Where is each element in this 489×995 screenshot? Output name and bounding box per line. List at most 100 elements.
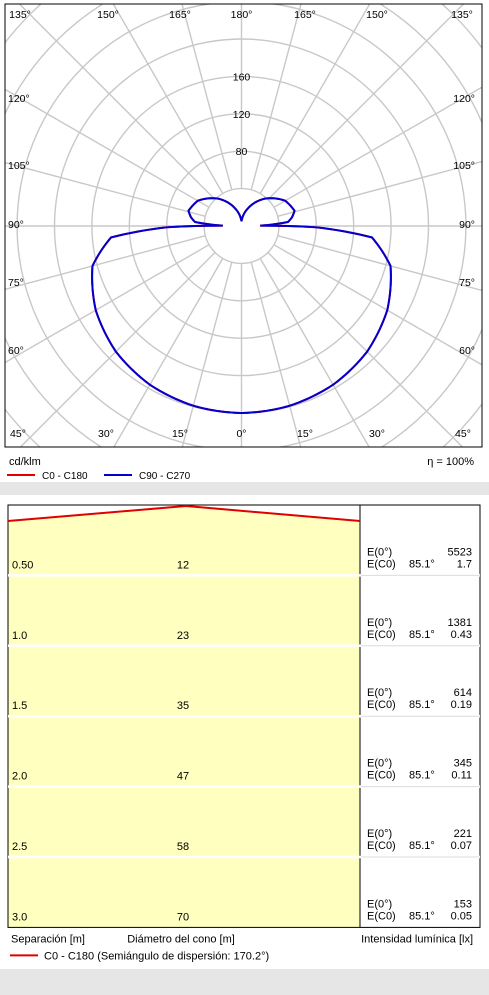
cone-band: [8, 575, 360, 646]
grid-radial-line: [18, 4, 216, 201]
row-e0-label: E(0°): [367, 898, 392, 910]
polar-diagram: 80 120 160 135° 150° 165° 180° 165° 150° 135° 120°…: [4, 3, 483, 482]
cone-band: [8, 786, 360, 857]
angle-label-left: 90°: [8, 219, 24, 231]
angle-label-left: 120°: [8, 93, 30, 105]
cone-boundary-line: [7, 504, 361, 522]
angle-label-bottom: 0°: [236, 428, 246, 440]
row-ec0-value: 0.43: [451, 629, 472, 641]
row-ec0-label: E(C0): [367, 699, 396, 711]
angle-label-right: 120°: [453, 93, 475, 105]
series-c90-c270-curve: [91, 197, 392, 415]
row-e0-label: E(0°): [367, 687, 392, 699]
grid-radial-line: [113, 258, 224, 447]
grid-radial-line: [250, 4, 302, 191]
row-distance: 3.0: [12, 911, 27, 923]
cone-band: [8, 645, 360, 717]
row-angle: 85.1°: [409, 840, 435, 852]
angle-label-top: 135°: [451, 9, 473, 21]
angle-label-bottom: 15°: [172, 428, 188, 440]
row-ec0-value: 0.11: [451, 770, 472, 782]
efficiency-label: η = 100%: [427, 456, 474, 468]
row-distance: 2.0: [12, 771, 27, 783]
angle-label-left: 105°: [8, 160, 30, 172]
polar-frame: [4, 3, 483, 448]
grid-radial-line: [5, 244, 210, 364]
radial-tick-label: 120: [233, 109, 251, 121]
angle-label-bottom: 30°: [369, 428, 385, 440]
row-ec0-value: 0.19: [451, 699, 472, 711]
row-e0-label: E(0°): [367, 617, 392, 629]
row-e0-value: 345: [454, 758, 472, 770]
angle-label-right: 75°: [459, 277, 475, 289]
row-diameter: 35: [177, 700, 189, 712]
angle-label-right: 60°: [459, 345, 475, 357]
row-ec0-label: E(C0): [367, 770, 396, 782]
angle-label-top: 165°: [169, 9, 191, 21]
row-e0-label: E(0°): [367, 828, 392, 840]
grid-radial-line: [273, 244, 482, 366]
col-header-intensity: Intensidad lumínica [lx]: [361, 933, 473, 945]
bottom-band: [0, 969, 489, 995]
grid-radial-line: [181, 261, 233, 447]
cone-diagram-panel: 0.50 12 E(0°) 5523 E(C0) 85.1° 1.7 1.0 23 E(0°) 13…: [0, 495, 489, 969]
row-distance: 2.5: [12, 841, 27, 853]
row-ec0-value: 0.05: [451, 910, 472, 922]
grid-radial-line: [259, 4, 371, 194]
angle-label-right: 90°: [459, 219, 475, 231]
polar-diagram-panel: 80 120 160 135° 150° 165° 180° 165° 150° 135° 120°…: [0, 0, 489, 482]
grid-radial-line: [277, 160, 482, 217]
angle-label-left: 60°: [8, 345, 24, 357]
row-e0-value: 614: [454, 687, 472, 699]
row-e0-value: 5523: [448, 546, 472, 558]
grid-radial-line: [250, 261, 302, 447]
grid-radial-line: [5, 88, 210, 208]
angle-label-top: 150°: [97, 9, 119, 21]
grid-radial-line: [267, 251, 464, 447]
cone-legend-label: C0 - C180 (Semiángulo de dispersión: 170…: [44, 950, 269, 962]
separator-band: [0, 482, 489, 495]
grid-radial-line: [277, 235, 482, 292]
grid-radial-line: [112, 4, 224, 194]
angle-label-bottom: 45°: [455, 428, 471, 440]
radial-tick-label: 80: [236, 146, 248, 158]
row-diameter: 12: [177, 559, 189, 571]
row-ec0-label: E(C0): [367, 840, 396, 852]
row-angle: 85.1°: [409, 558, 435, 570]
row-distance: 0.50: [12, 559, 33, 571]
row-diameter: 23: [177, 630, 189, 642]
angle-label-top: 165°: [294, 9, 316, 21]
row-e0-value: 221: [454, 828, 472, 840]
grid-radial-line: [267, 4, 465, 201]
legend-label: C90 - C270: [139, 471, 191, 482]
row-angle: 85.1°: [409, 629, 435, 641]
angle-label-right: 105°: [453, 160, 475, 172]
angle-label-top: 150°: [366, 9, 388, 21]
polar-grid: [5, 4, 482, 447]
angle-label-left: 75°: [8, 277, 24, 289]
row-ec0-label: E(C0): [367, 910, 396, 922]
angle-label-bottom: 15°: [297, 428, 313, 440]
angle-label-top: 180°: [231, 9, 253, 21]
grid-radial-line: [19, 251, 216, 447]
grid-radial-line: [181, 4, 233, 191]
row-e0-value: 153: [454, 898, 472, 910]
row-angle: 85.1°: [409, 699, 435, 711]
cone-band: [8, 716, 360, 787]
angle-label-bottom: 30°: [98, 428, 114, 440]
row-ec0-label: E(C0): [367, 629, 396, 641]
cone-diagram: 0.50 12 E(0°) 5523 E(C0) 85.1° 1.7 1.0 23 E(0°) 13…: [7, 504, 481, 962]
unit-label: cd/klm: [9, 456, 41, 468]
row-e0-label: E(0°): [367, 546, 392, 558]
radial-tick-label: 160: [233, 71, 251, 83]
row-e0-value: 1381: [448, 617, 472, 629]
col-header-diameter: Diámetro del cono [m]: [127, 933, 235, 945]
row-angle: 85.1°: [409, 770, 435, 782]
row-ec0-label: E(C0): [367, 558, 396, 570]
row-ec0-value: 0.07: [451, 840, 472, 852]
legend-label: C0 - C180: [42, 471, 88, 482]
row-diameter: 70: [177, 911, 189, 923]
row-e0-label: E(0°): [367, 758, 392, 770]
col-header-separation: Separación [m]: [11, 933, 85, 945]
row-distance: 1.0: [12, 630, 27, 642]
